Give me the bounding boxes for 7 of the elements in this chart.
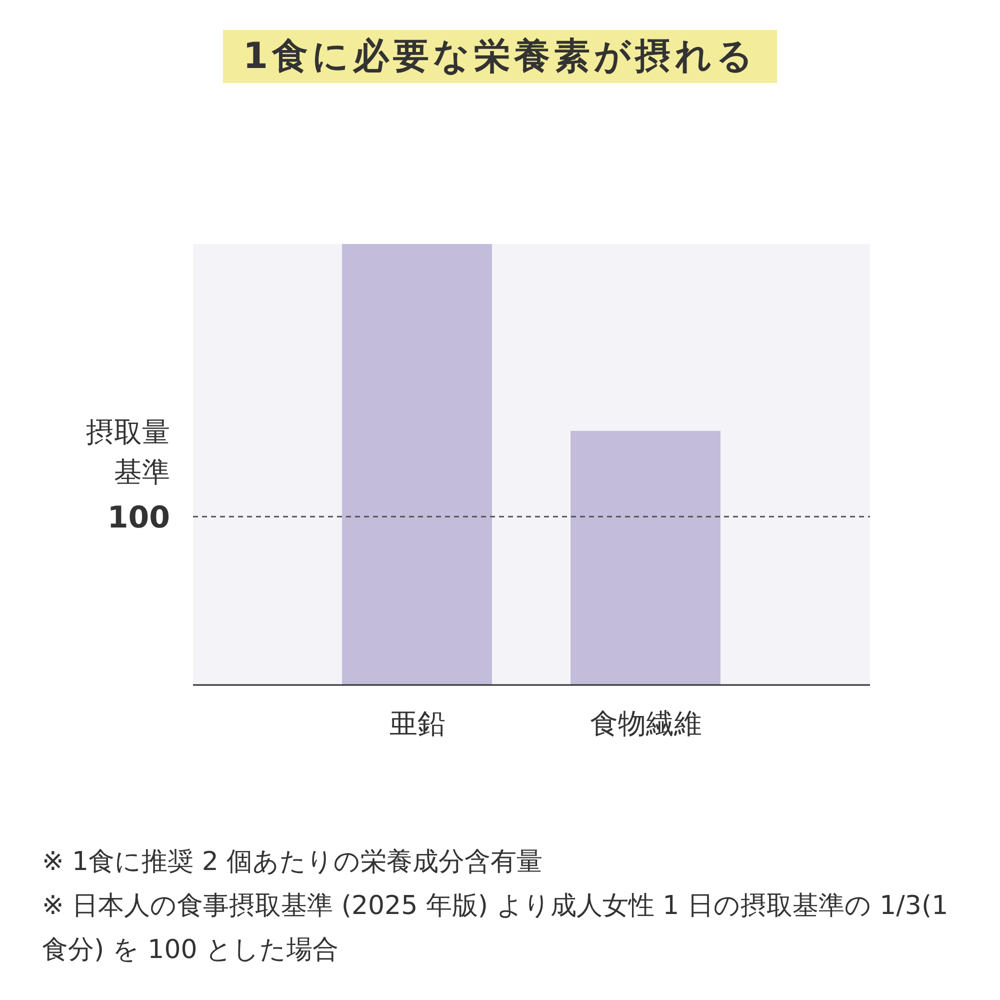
x-tick-label: 亜鉛 — [389, 706, 446, 740]
text: ※ 日本人の食事摂取基準 (2025 年版) より成人女性 1 日の摂取基準の 1/3(1 食分) を 100 とした場合 — [42, 890, 950, 967]
x-tick-label: 食物繊維 — [590, 706, 702, 740]
chart-title: 1食に必要な栄養素が摂れる — [222, 30, 778, 83]
y-axis-title: 摂取量基準 — [86, 416, 170, 489]
text: ※ 1食に推奨 2 個あたりの栄養成分含有量 — [42, 846, 544, 879]
y-tick-label: 100 — [107, 500, 170, 536]
